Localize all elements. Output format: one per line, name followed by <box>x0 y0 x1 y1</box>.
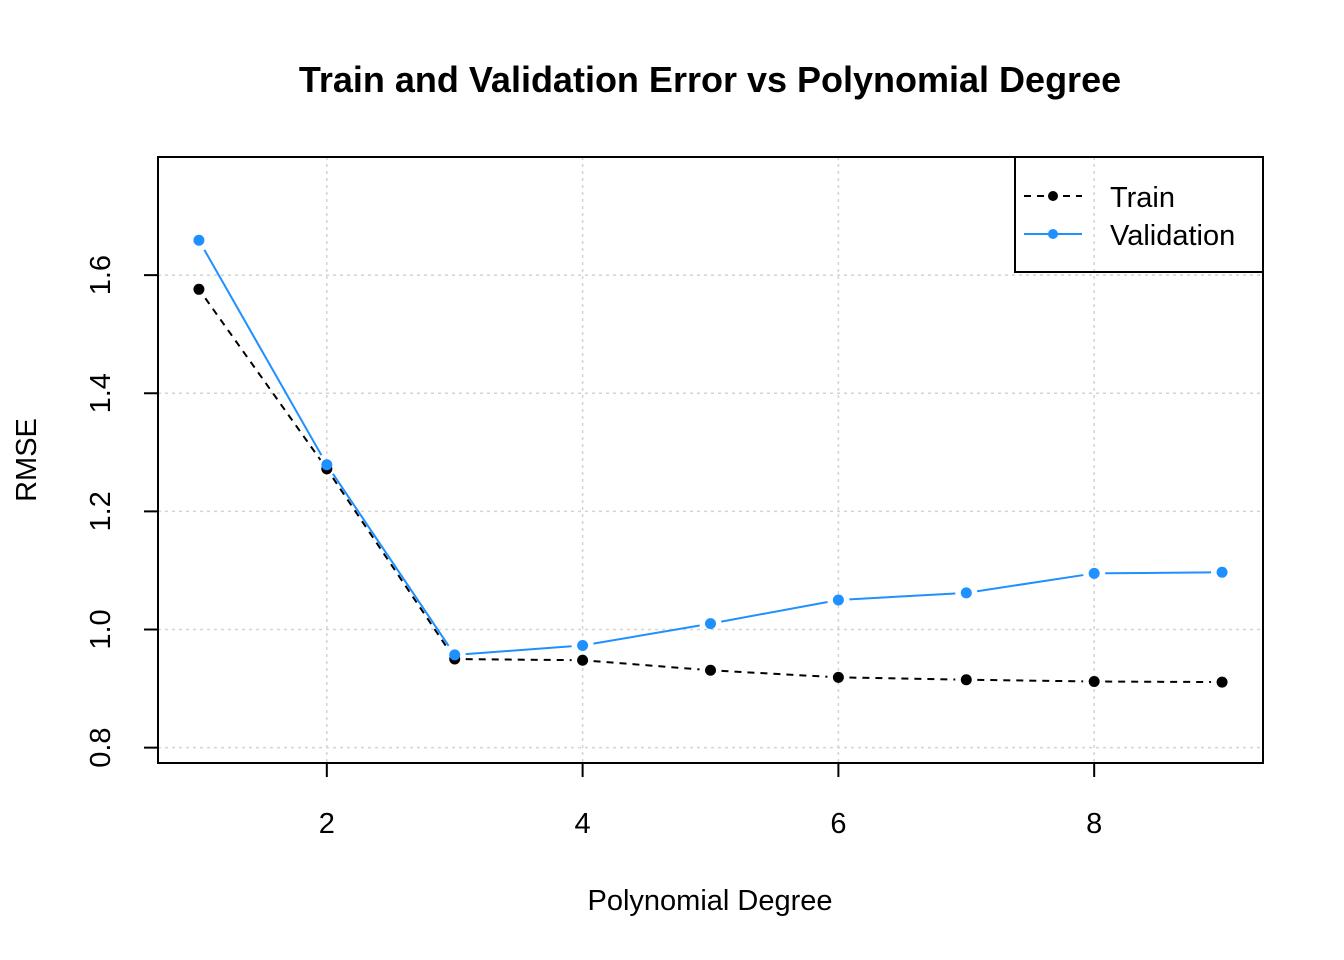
legend-validation-label: Validation <box>1110 220 1235 252</box>
train-segment-3 <box>465 658 572 662</box>
validation-segment-7 <box>977 574 1084 593</box>
validation-point-3 <box>449 649 461 661</box>
y-tick-label: 0.8 <box>85 727 117 767</box>
x-tick-label: 8 <box>1086 808 1102 840</box>
validation-point-8 <box>1088 567 1100 579</box>
train-segment-1 <box>204 297 322 461</box>
chart-title: Train and Validation Error vs Polynomial… <box>299 59 1121 100</box>
y-axis: 0.8 1.0 1.2 1.4 1.6 <box>85 255 158 768</box>
train-point-9 <box>1216 676 1228 688</box>
validation-point-9 <box>1216 566 1228 578</box>
y-tick-label: 1.4 <box>85 373 117 413</box>
y-tick-label: 1.0 <box>85 609 117 649</box>
x-tick-label: 2 <box>319 808 335 840</box>
x-tick-label: 6 <box>830 808 846 840</box>
train-point-6 <box>832 671 844 683</box>
validation-segment-4 <box>593 624 700 645</box>
legend-validation-marker <box>1048 229 1058 239</box>
y-tick-label: 1.6 <box>85 255 117 295</box>
validation-point-7 <box>960 587 972 599</box>
train-segment-6 <box>849 676 956 681</box>
validation-point-1 <box>193 234 205 246</box>
train-segment-4 <box>593 660 700 671</box>
validation-point-4 <box>577 639 589 651</box>
train-segment-2 <box>332 477 450 651</box>
validation-point-5 <box>705 618 716 630</box>
x-axis-label: Polynomial Degree <box>587 885 832 917</box>
validation-segment-2 <box>332 473 450 647</box>
plot-frame <box>157 156 1264 764</box>
y-axis-label: RMSE <box>11 418 43 502</box>
legend: Train Validation <box>1014 156 1264 273</box>
validation-segment-1 <box>203 249 323 456</box>
train-point-7 <box>960 674 972 686</box>
legend-train-marker <box>1048 191 1058 201</box>
train-point-4 <box>577 654 589 666</box>
series-validation <box>193 234 1228 661</box>
train-segment-5 <box>721 669 828 678</box>
train-point-5 <box>705 664 716 676</box>
x-axis: 2 4 6 8 <box>319 763 1102 840</box>
validation-point-6 <box>832 594 844 606</box>
validation-point-2 <box>321 459 333 471</box>
train-point-1 <box>193 283 205 295</box>
validation-segment-8 <box>1105 571 1212 575</box>
legend-train-label: Train <box>1110 182 1175 214</box>
x-tick-label: 4 <box>575 808 591 840</box>
series-layer <box>193 234 1228 688</box>
y-tick-label: 1.2 <box>85 491 117 531</box>
validation-segment-3 <box>465 645 572 656</box>
legend-box <box>1014 156 1264 273</box>
train-point-8 <box>1088 675 1100 687</box>
validation-segment-6 <box>849 592 956 601</box>
train-segment-7 <box>977 678 1084 683</box>
validation-segment-5 <box>721 600 828 623</box>
grid-lines <box>158 157 1263 763</box>
